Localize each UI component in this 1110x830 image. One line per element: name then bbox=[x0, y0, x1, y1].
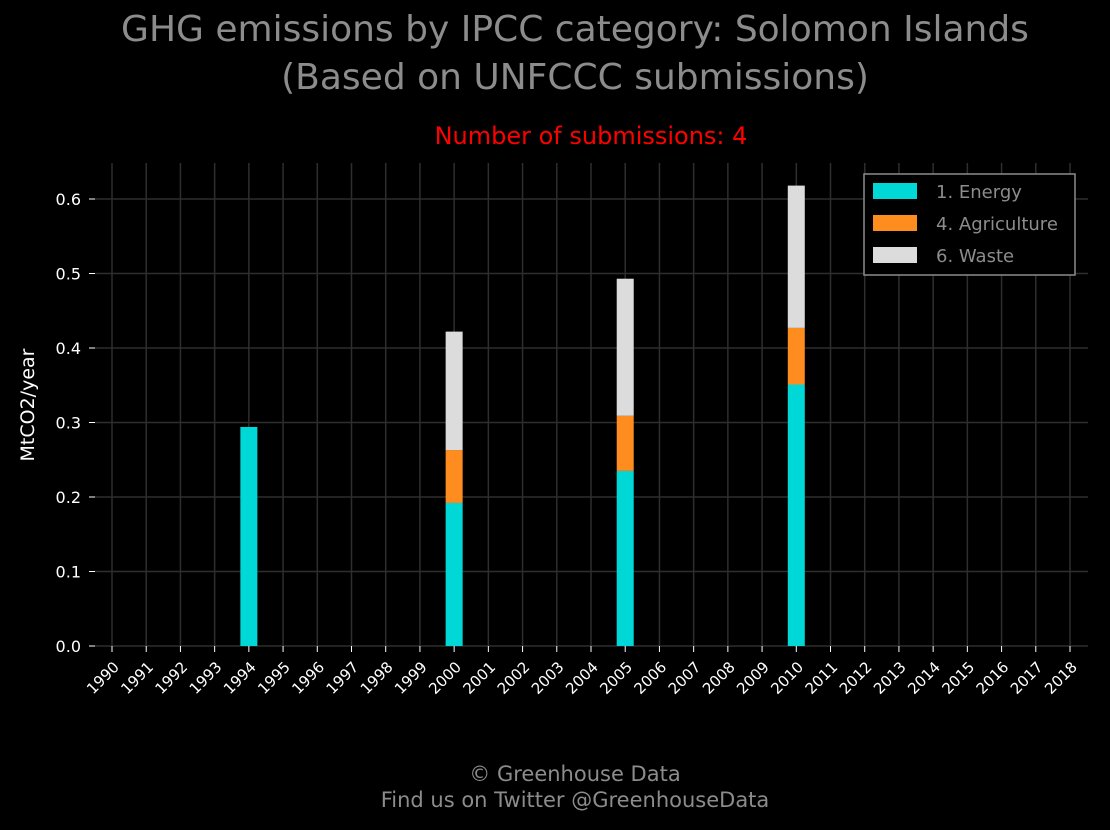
x-tick-label: 2011 bbox=[802, 658, 842, 698]
legend-label: 6. Waste bbox=[936, 246, 1014, 267]
x-tick-label: 2013 bbox=[870, 658, 910, 698]
x-tick-label: 2012 bbox=[836, 658, 876, 698]
y-tick-label: 0.3 bbox=[56, 414, 81, 433]
x-tick-label: 1995 bbox=[254, 658, 294, 698]
x-tick-label: 1999 bbox=[391, 658, 431, 698]
bar-waste-2005 bbox=[616, 278, 634, 416]
y-tick-label: 0.6 bbox=[56, 190, 81, 209]
chart-subtitle: Number of submissions: 4 bbox=[434, 122, 748, 150]
x-tick-label: 1990 bbox=[83, 658, 123, 698]
footer-copyright: © Greenhouse Data bbox=[469, 762, 681, 786]
x-tick-label: 2002 bbox=[494, 658, 534, 698]
legend-swatch bbox=[873, 215, 917, 231]
x-tick-label: 1992 bbox=[152, 658, 192, 698]
legend-swatch bbox=[873, 247, 917, 263]
legend-label: 4. Agriculture bbox=[936, 214, 1058, 235]
x-tick-label: 2009 bbox=[733, 658, 773, 698]
x-tick-label: 1996 bbox=[288, 658, 328, 698]
bar-energy-2010 bbox=[787, 384, 805, 646]
x-tick-label: 1991 bbox=[117, 658, 157, 698]
bar-waste-2010 bbox=[787, 185, 805, 328]
x-tick-label: 2000 bbox=[425, 658, 465, 698]
x-tick-label: 1994 bbox=[220, 658, 260, 698]
footer-twitter: Find us on Twitter @GreenhouseData bbox=[380, 788, 770, 812]
x-tick-label: 1997 bbox=[323, 658, 363, 698]
x-tick-label: 2004 bbox=[562, 658, 602, 698]
x-tick-label: 1993 bbox=[186, 658, 226, 698]
x-tick-label: 2001 bbox=[459, 658, 499, 698]
y-tick-label: 0.2 bbox=[56, 488, 81, 507]
y-axis-label: MtCO2/year bbox=[17, 348, 39, 461]
x-tick-label: 2010 bbox=[767, 658, 807, 698]
x-tick-label: 2014 bbox=[904, 658, 944, 698]
x-tick-label: 2008 bbox=[699, 658, 739, 698]
bar-agriculture-2010 bbox=[787, 327, 805, 385]
x-tick-label: 2007 bbox=[665, 658, 705, 698]
chart-title-line-1: GHG emissions by IPCC category: Solomon … bbox=[121, 9, 1029, 50]
bar-energy-2005 bbox=[616, 470, 634, 646]
x-tick-label: 2016 bbox=[973, 658, 1013, 698]
chart-svg: 0.00.10.20.30.40.50.61990199119921993199… bbox=[17, 163, 1088, 698]
bar-agriculture-2005 bbox=[616, 415, 634, 471]
bar-energy-1994 bbox=[240, 426, 258, 646]
bar-waste-2000 bbox=[445, 331, 463, 451]
x-tick-label: 2006 bbox=[631, 658, 671, 698]
bar-agriculture-2000 bbox=[445, 450, 463, 503]
legend-label: 1. Energy bbox=[936, 182, 1022, 203]
x-tick-label: 1998 bbox=[357, 658, 397, 698]
bar-energy-2000 bbox=[445, 502, 463, 646]
x-tick-label: 2015 bbox=[938, 658, 978, 698]
x-tick-label: 2017 bbox=[1007, 658, 1047, 698]
x-tick-label: 2003 bbox=[528, 658, 568, 698]
x-tick-label: 2005 bbox=[596, 658, 636, 698]
chart-title-line-2: (Based on UNFCCC submissions) bbox=[281, 57, 869, 98]
y-tick-label: 0.1 bbox=[56, 563, 81, 582]
x-tick-label: 2018 bbox=[1041, 658, 1081, 698]
legend-swatch bbox=[873, 183, 917, 199]
y-tick-label: 0.0 bbox=[56, 637, 81, 656]
y-tick-label: 0.5 bbox=[56, 265, 81, 284]
y-tick-label: 0.4 bbox=[56, 339, 81, 358]
